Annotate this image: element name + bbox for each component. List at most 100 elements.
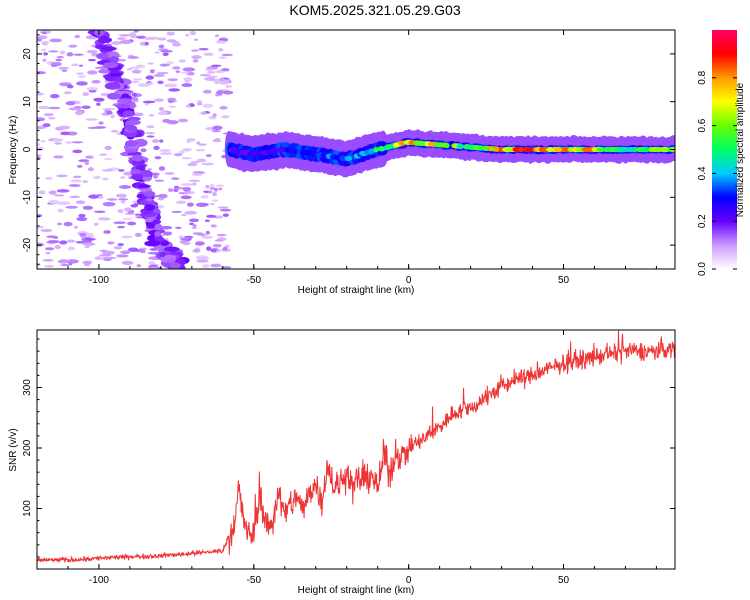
snr-x-ticks: -100 -50 0 50 — [67, 330, 657, 586]
spectrogram-x-ticks: -100 -50 0 50 — [67, 30, 657, 286]
noise-speckle — [48, 199, 59, 204]
noise-speckle — [171, 42, 182, 47]
noise-speckle — [102, 177, 109, 181]
noise-speckle — [46, 235, 58, 239]
noise-speckle — [211, 64, 222, 67]
colorbar-gradient — [712, 30, 737, 269]
noise-speckle — [147, 167, 152, 171]
noise-speckle — [189, 218, 200, 223]
noise-speckle — [158, 106, 165, 111]
noise-speckle — [168, 188, 174, 193]
colorbar: 0.0 0.2 0.4 0.6 0.8 Normalized spectral ampl… — [697, 30, 746, 276]
noise-speckle — [111, 41, 122, 45]
noise-speckle — [93, 176, 101, 180]
noise-speckle — [85, 155, 94, 159]
noise-speckle — [102, 108, 116, 111]
noise-speckle — [181, 83, 193, 88]
streak-blob — [169, 262, 181, 269]
noise-speckle — [219, 77, 225, 82]
noise-speckle — [41, 40, 50, 44]
noise-speckle — [93, 222, 99, 226]
noise-speckle — [104, 157, 113, 161]
noise-speckle — [47, 106, 61, 110]
snr-x-axis-label: Height of straight line (km) — [298, 585, 415, 596]
noise-speckle — [204, 219, 210, 223]
streak-blob — [143, 190, 156, 198]
noise-speckle — [42, 259, 54, 262]
noise-speckle — [50, 61, 63, 67]
noise-speckle — [102, 250, 115, 255]
noise-speckle — [120, 176, 126, 179]
signal-core — [456, 143, 465, 150]
noise-speckle — [65, 101, 76, 106]
noise-speckle — [192, 171, 206, 175]
noise-speckle — [121, 235, 133, 239]
noise-speckle — [182, 186, 192, 192]
noise-speckle — [200, 195, 209, 199]
snr-line — [37, 330, 675, 564]
noise-speckle — [196, 257, 210, 260]
signal-core — [333, 154, 341, 161]
noise-speckle — [106, 110, 113, 115]
noise-speckle — [225, 85, 232, 88]
snr-y-ticks: 100 200 300 — [22, 338, 675, 558]
noise-speckle — [72, 175, 82, 179]
streak-blob — [159, 251, 166, 258]
noise-speckle — [134, 232, 142, 237]
noise-speckle — [67, 84, 74, 89]
noise-speckle — [118, 33, 131, 37]
streak-blob — [161, 254, 177, 260]
noise-speckle — [214, 239, 224, 242]
noise-speckle — [212, 125, 223, 131]
colorbar-ticks: 0.0 0.2 0.4 0.6 0.8 — [697, 70, 737, 276]
noise-speckle — [157, 37, 167, 41]
noise-speckle — [146, 125, 155, 129]
noise-speckle — [173, 185, 179, 188]
noise-speckle — [210, 202, 215, 206]
x-tick-label: -100 — [89, 275, 109, 286]
noise-speckle — [104, 145, 112, 151]
noise-speckle — [133, 78, 143, 81]
noise-speckle — [37, 143, 40, 146]
streak-blob — [102, 62, 119, 69]
noise-speckle — [210, 224, 217, 228]
signal-core — [493, 146, 501, 152]
noise-speckle — [37, 35, 48, 40]
noise-speckle — [172, 66, 181, 70]
noise-speckle — [173, 153, 183, 157]
noise-speckle — [131, 69, 142, 74]
noise-speckle — [167, 78, 179, 82]
noise-speckle — [129, 66, 140, 70]
noise-speckle — [131, 92, 138, 97]
noise-speckle — [215, 70, 224, 74]
noise-speckle — [192, 224, 197, 227]
noise-speckle — [180, 71, 190, 74]
noise-speckle — [215, 40, 227, 44]
noise-speckle — [178, 118, 189, 123]
noise-speckle — [144, 41, 149, 46]
noise-speckle — [206, 246, 212, 251]
noise-speckle — [220, 266, 232, 269]
streak-blob — [157, 237, 165, 242]
noise-speckle — [158, 44, 165, 49]
noise-speckle — [115, 193, 128, 198]
x-tick-label: -50 — [247, 575, 262, 586]
streak-blob — [101, 46, 117, 51]
noise-speckle — [110, 114, 115, 119]
noise-speckle — [98, 195, 104, 200]
streak-blob — [137, 184, 151, 189]
noise-speckle — [219, 105, 228, 110]
noise-speckle — [72, 149, 83, 154]
noise-speckle — [171, 177, 180, 180]
noise-speckle — [76, 164, 83, 168]
noise-speckle — [192, 182, 197, 186]
noise-speckle — [93, 97, 105, 102]
noise-speckle — [198, 47, 209, 51]
noise-speckle — [218, 47, 224, 52]
x-tick-label: -50 — [247, 275, 262, 286]
streak-blob — [173, 274, 184, 280]
streak-blob — [141, 170, 153, 177]
noise-speckle — [102, 201, 116, 207]
noise-speckle — [147, 62, 154, 65]
